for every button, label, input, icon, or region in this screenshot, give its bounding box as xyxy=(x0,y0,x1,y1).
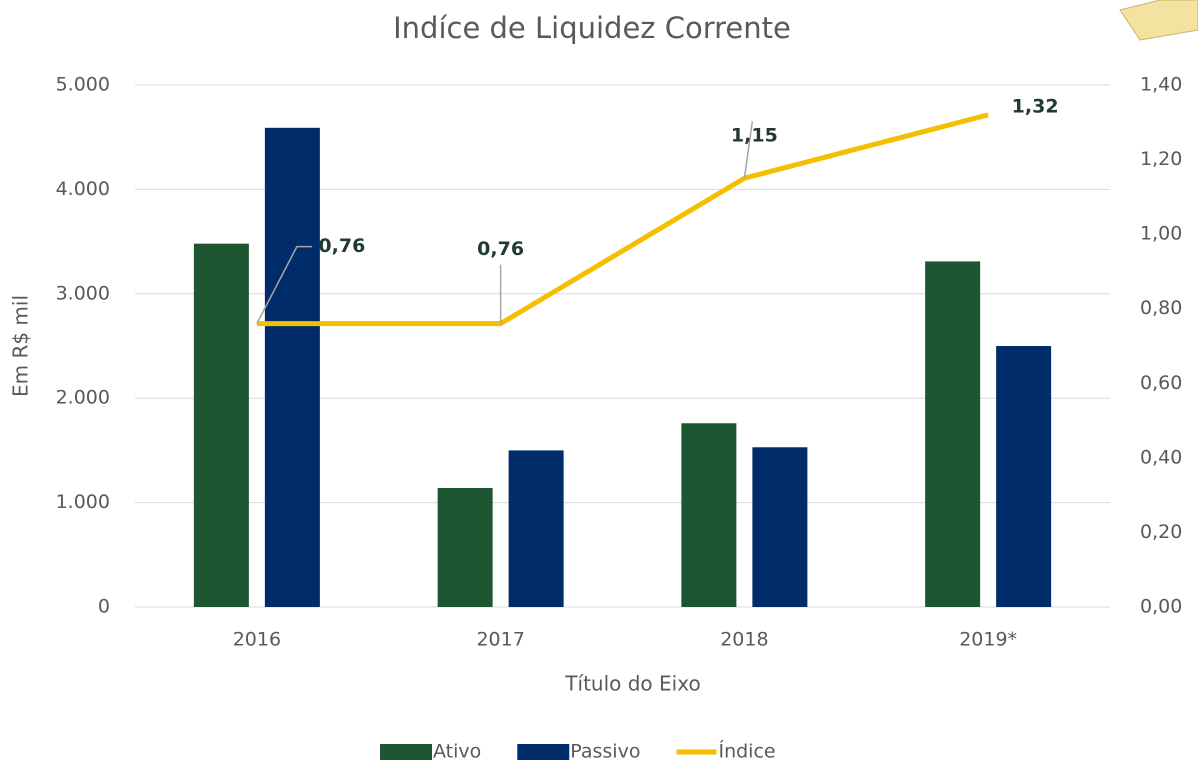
y2-tick-label: 0,00 xyxy=(1140,596,1182,618)
corner-decoration xyxy=(1119,0,1198,41)
x-tick-label: 2018 xyxy=(720,629,768,651)
x-tick-label: 2017 xyxy=(476,629,524,651)
y-tick-label: 4.000 xyxy=(56,178,110,200)
y2-tick-label: 1,40 xyxy=(1140,74,1182,96)
y2-tick-label: 0,20 xyxy=(1140,521,1182,543)
y-tick-label: 1.000 xyxy=(56,491,110,513)
chart-title: Indíce de Liquidez Corrente xyxy=(393,11,791,45)
bar xyxy=(264,127,320,607)
legend-label: Passivo xyxy=(570,741,640,763)
bar xyxy=(925,261,981,607)
y-tick-label: 2.000 xyxy=(56,387,110,409)
y2-tick-label: 1,20 xyxy=(1140,148,1182,170)
leader-line xyxy=(256,245,312,324)
data-label: 0,76 xyxy=(477,238,524,260)
y2-tick-label: 0,80 xyxy=(1140,297,1182,319)
bar xyxy=(996,346,1052,607)
leader-line xyxy=(743,121,754,179)
y-tick-label: 3.000 xyxy=(56,282,110,304)
y2-tick-label: 1,00 xyxy=(1140,223,1182,245)
legend-swatch xyxy=(380,744,432,760)
bar xyxy=(681,423,737,607)
x-tick-label: 2016 xyxy=(233,629,281,651)
bar xyxy=(437,487,493,607)
y-tick-label: 0 xyxy=(98,596,110,618)
line-series xyxy=(256,112,989,327)
legend-label: Ativo xyxy=(433,741,481,763)
y2-tick-label: 0,40 xyxy=(1140,446,1182,468)
y-tick-label: 5.000 xyxy=(56,74,110,96)
x-axis-title: Título do Eixo xyxy=(564,672,700,696)
bar xyxy=(508,450,564,607)
bar xyxy=(193,243,249,608)
data-label: 1,32 xyxy=(1012,95,1059,117)
data-label: 0,76 xyxy=(318,235,365,257)
y-axis-title: Em R$ mil xyxy=(9,295,33,397)
legend-label: Índice xyxy=(718,740,775,763)
legend-swatch xyxy=(517,744,570,760)
x-tick-label: 2019* xyxy=(959,629,1017,651)
y2-tick-label: 0,60 xyxy=(1140,372,1182,394)
bar xyxy=(752,447,808,607)
data-label: 1,15 xyxy=(731,125,778,147)
